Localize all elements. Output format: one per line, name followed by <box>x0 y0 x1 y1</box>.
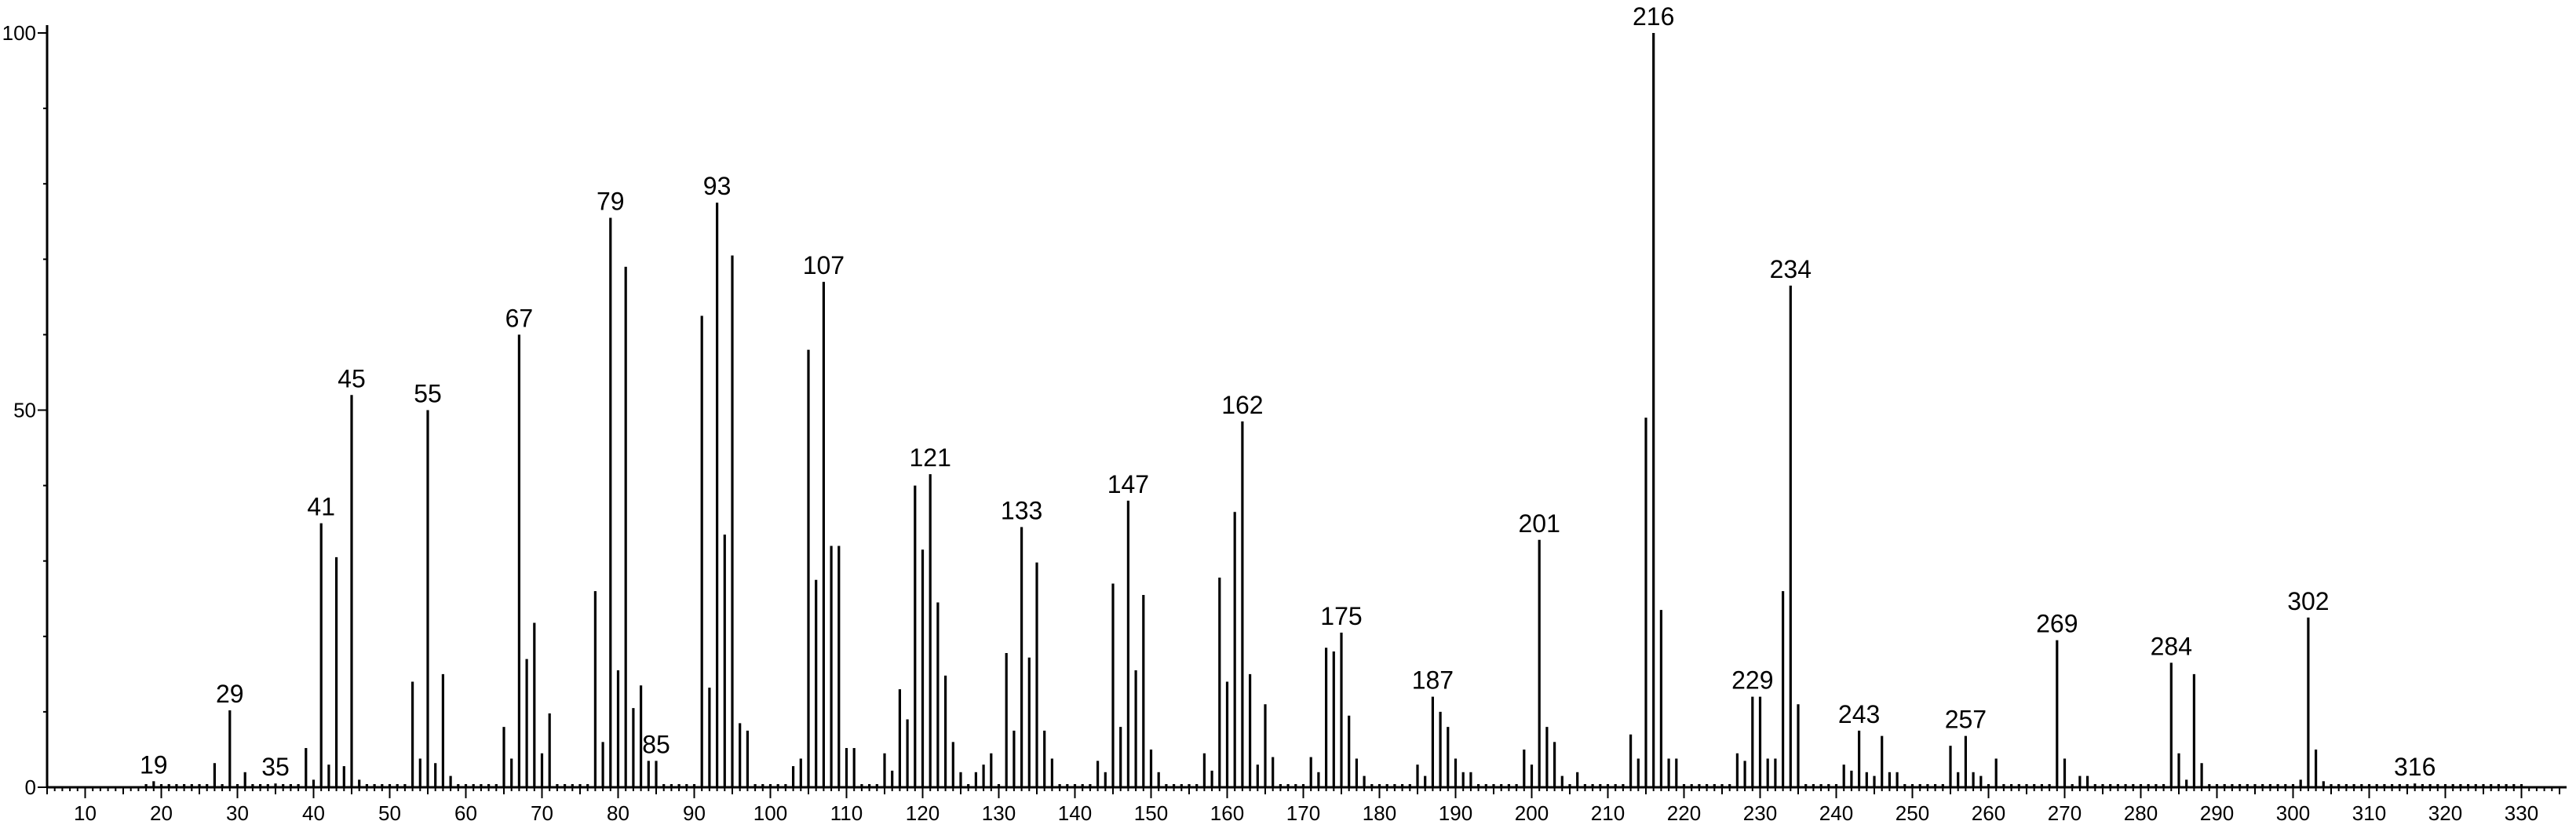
x-tick-label: 150 <box>1134 801 1168 825</box>
peak-label: 234 <box>1770 255 1812 283</box>
peak-label: 147 <box>1107 470 1149 498</box>
x-tick-label: 180 <box>1363 801 1396 825</box>
x-tick-label: 320 <box>2428 801 2462 825</box>
peak-label: 175 <box>1320 602 1362 630</box>
x-tick-label: 170 <box>1286 801 1320 825</box>
x-tick-label: 210 <box>1591 801 1625 825</box>
peak-label: 162 <box>1221 391 1263 419</box>
peak-label: 257 <box>1945 706 1987 734</box>
x-tick-label: 80 <box>607 801 629 825</box>
x-tick-label: 90 <box>683 801 706 825</box>
peak-label: 41 <box>307 493 335 521</box>
y-axis: 0 50 100 <box>2 21 49 799</box>
peak-label: 284 <box>2151 632 2192 660</box>
x-tick-label: 20 <box>150 801 173 825</box>
x-tick-label: 130 <box>982 801 1016 825</box>
peak-label: 45 <box>338 364 366 392</box>
peak-label: 229 <box>1731 666 1773 695</box>
x-tick-label: 60 <box>454 801 477 825</box>
y-tick-label: 50 <box>13 399 36 422</box>
y-tick-label: 100 <box>2 21 36 45</box>
x-tick-label: 200 <box>1515 801 1549 825</box>
x-axis: 10 20 30 40 50 60 70 80 90 100 110 120 130 140 150 160 1… <box>46 786 2567 825</box>
x-tick-label: 250 <box>1896 801 1929 825</box>
x-tick-label: 100 <box>753 801 787 825</box>
peak-label: 55 <box>414 380 442 408</box>
x-tick-label: 10 <box>74 801 97 825</box>
x-tick-label: 310 <box>2352 801 2386 825</box>
peak-label: 107 <box>803 251 845 279</box>
x-tick-label: 230 <box>1743 801 1777 825</box>
x-tick-label: 120 <box>906 801 940 825</box>
peak-label: 201 <box>1519 509 1560 538</box>
x-tick-label: 260 <box>1972 801 2005 825</box>
x-tick-label: 300 <box>2276 801 2310 825</box>
peak-labels-layer: 19 29 35 41 45 55 67 79 85 93 107 121 133 147 162 175 18… <box>140 2 2436 781</box>
x-tick-label: 190 <box>1439 801 1472 825</box>
x-tick-label: 280 <box>2124 801 2158 825</box>
x-tick-label: 160 <box>1210 801 1244 825</box>
peak-label: 133 <box>1001 496 1042 524</box>
x-tick-label: 240 <box>1819 801 1853 825</box>
x-tick-label: 270 <box>2048 801 2082 825</box>
y-tick-label: 0 <box>25 775 36 799</box>
x-tick-label: 140 <box>1058 801 1092 825</box>
peak-label: 19 <box>140 750 168 779</box>
x-tick-label: 50 <box>378 801 401 825</box>
peak-label: 269 <box>2036 610 2078 638</box>
peak-label: 302 <box>2287 587 2329 615</box>
peak-sticks-layer <box>152 33 2417 787</box>
peak-label: 67 <box>505 304 534 332</box>
x-tick-label: 330 <box>2505 801 2538 825</box>
peak-label: 35 <box>261 753 290 781</box>
peak-label: 93 <box>703 172 732 200</box>
peak-label: 316 <box>2394 753 2436 781</box>
peak-label: 121 <box>910 443 951 472</box>
x-tick-label: 220 <box>1667 801 1701 825</box>
peak-label: 85 <box>642 730 670 758</box>
peak-label: 79 <box>597 187 625 215</box>
x-tick-label: 110 <box>830 801 863 825</box>
peak-label: 216 <box>1633 2 1674 31</box>
peak-label: 187 <box>1412 666 1454 695</box>
x-tick-label: 30 <box>226 801 249 825</box>
x-tick-label: 40 <box>302 801 325 825</box>
peak-label: 243 <box>1838 700 1880 728</box>
peak-label: 29 <box>216 680 244 708</box>
x-tick-label: 70 <box>531 801 553 825</box>
x-tick-label: 290 <box>2200 801 2234 825</box>
